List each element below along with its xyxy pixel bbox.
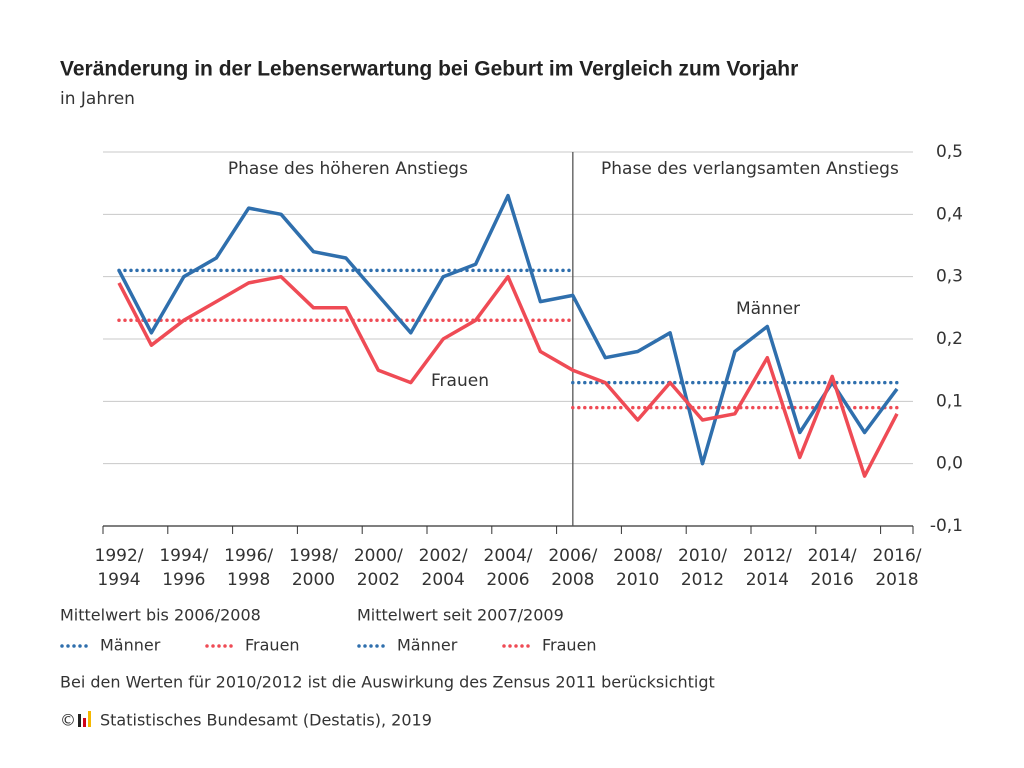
x-tick-label-line: 2006 (486, 570, 529, 590)
x-tick-label-line: 2000 (292, 570, 335, 590)
y-tick-label: 0,0 (936, 454, 963, 474)
x-tick-label-line: 2004/ (484, 546, 533, 566)
y-tick-label: 0,5 (936, 142, 963, 162)
x-tick-label-line: 2010/ (678, 546, 727, 566)
chart-title: Veränderung in der Lebenserwartung bei G… (60, 58, 798, 81)
x-tick-label-line: 2010 (616, 570, 659, 590)
x-tick-label-line: 1994 (97, 570, 140, 590)
x-tick-label: 1992/1994 (95, 546, 144, 590)
x-tick-label: 2004/2006 (484, 546, 533, 590)
x-tick-label-line: 2004 (422, 570, 465, 590)
x-tick-label: 2016/2018 (873, 546, 922, 590)
x-tick-label-line: 2014 (746, 570, 789, 590)
x-tick-label-line: 2002/ (419, 546, 468, 566)
source-prefix: © (60, 711, 76, 730)
x-tick-label-line: 1992/ (95, 546, 144, 566)
x-tick-label: 2008/2010 (613, 546, 662, 590)
x-tick-label-line: 1996/ (224, 546, 273, 566)
logo (78, 711, 91, 727)
x-tick-label: 2002/2004 (419, 546, 468, 590)
x-tick-label: 2010/2012 (678, 546, 727, 590)
y-tick-label: 0,1 (936, 391, 963, 411)
legend-label: Männer (100, 636, 161, 655)
x-tick-label-line: 2008/ (613, 546, 662, 566)
series-line (117, 274, 899, 478)
legend-label: Frauen (245, 636, 300, 655)
x-tick-label-line: 1994/ (159, 546, 208, 566)
phase-label: Phase des verlangsamten Anstiegs (601, 159, 899, 179)
x-tick-label-line: 2018 (875, 570, 918, 590)
x-tick-label: 2012/2014 (743, 546, 792, 590)
x-tick-label-line: 2016 (811, 570, 854, 590)
x-tick-label-line: 2006/ (548, 546, 597, 566)
series-line (117, 193, 899, 466)
source: Statistisches Bundesamt (Destatis), 2019 (100, 711, 432, 730)
x-tick-label-line: 1998/ (289, 546, 338, 566)
y-tick-label: 0,3 (936, 267, 963, 287)
x-tick-label: 1994/1996 (159, 546, 208, 590)
x-tick-label-line: 2012/ (743, 546, 792, 566)
legend-title: Mittelwert seit 2007/2009 (357, 606, 564, 625)
x-tick-label-line: 2016/ (873, 546, 922, 566)
phase-label: Phase des höheren Anstiegs (228, 159, 468, 179)
chart-subtitle: in Jahren (60, 89, 135, 109)
series-label: Männer (736, 299, 800, 319)
note: Bei den Werten für 2010/2012 ist die Aus… (60, 673, 715, 692)
x-tick-label-line: 2012 (681, 570, 724, 590)
legend-title: Mittelwert bis 2006/2008 (60, 606, 261, 625)
x-tick-label: 1998/2000 (289, 546, 338, 590)
x-tick-label: 2006/2008 (548, 546, 597, 590)
y-tick-label: 0,4 (936, 204, 963, 224)
legend-label: Männer (397, 636, 458, 655)
legend-label: Frauen (542, 636, 597, 655)
x-tick-label-line: 2002 (357, 570, 400, 590)
y-tick-label: 0,2 (936, 329, 963, 349)
x-tick-label: 2000/2002 (354, 546, 403, 590)
x-tick-label: 1996/1998 (224, 546, 273, 590)
x-tick-label-line: 2014/ (808, 546, 857, 566)
x-tick-label-line: 2008 (551, 570, 594, 590)
x-tick-label-line: 1996 (162, 570, 205, 590)
series-label: Frauen (431, 371, 489, 391)
x-tick-label: 2014/2016 (808, 546, 857, 590)
y-tick-label: -0,1 (930, 516, 963, 536)
x-tick-label-line: 1998 (227, 570, 270, 590)
x-tick-label-line: 2000/ (354, 546, 403, 566)
